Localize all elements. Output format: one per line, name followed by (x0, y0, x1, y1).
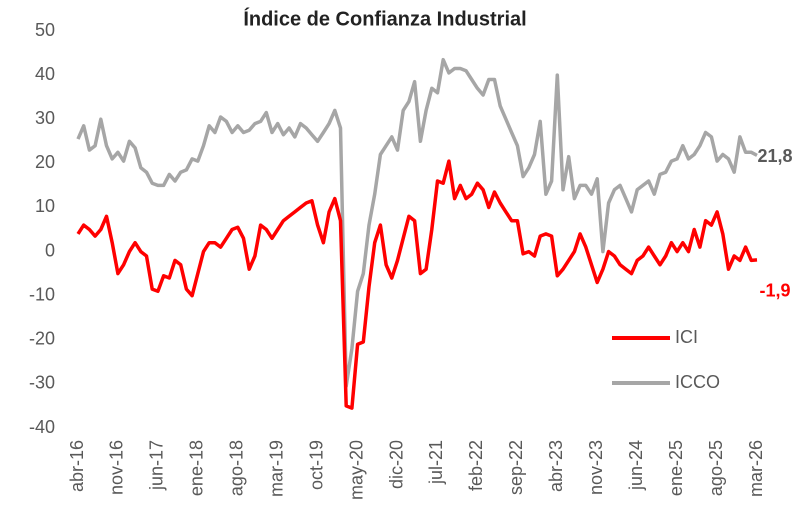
x-tick-label: nov-16 (107, 440, 127, 495)
x-tick-label: ene-25 (666, 440, 686, 496)
y-tick-label: 50 (35, 20, 55, 40)
x-tick-label: dic-20 (386, 440, 406, 489)
y-tick-label: 10 (35, 196, 55, 216)
series-line (76, 57, 758, 388)
x-tick-label: jul-21 (426, 440, 446, 485)
y-tick-label: -40 (29, 417, 55, 437)
y-tick-label: 20 (35, 152, 55, 172)
x-tick-label: ene-18 (187, 440, 207, 496)
x-tick-label: abr-23 (546, 440, 566, 492)
x-tick-label: mar-26 (746, 440, 766, 497)
y-tick-label: -10 (29, 284, 55, 304)
legend-label: ICCO (675, 372, 720, 392)
y-tick-label: 30 (35, 108, 55, 128)
x-tick-label: mar-19 (266, 440, 286, 497)
chart-title: Índice de Confianza Industrial (243, 7, 526, 30)
x-tick-label: sep-22 (506, 440, 526, 495)
series-line (76, 159, 758, 410)
x-tick-label: ago-18 (227, 440, 247, 496)
x-tick-label: oct-19 (306, 440, 326, 490)
y-tick-label: 0 (45, 240, 55, 260)
x-tick-label: jun-17 (147, 440, 167, 491)
y-tick-label: 40 (35, 64, 55, 84)
x-tick-label: feb-22 (466, 440, 486, 491)
y-tick-label: -20 (29, 329, 55, 349)
x-tick-label: abr-16 (67, 440, 87, 492)
legend-label: ICI (675, 327, 698, 347)
x-tick-label: nov-23 (586, 440, 606, 495)
data-label: 21,8 (757, 146, 792, 166)
y-tick-label: -30 (29, 373, 55, 393)
x-tick-label: jun-24 (626, 440, 646, 491)
x-tick-label: may-20 (346, 440, 366, 500)
x-tick-label: ago-25 (706, 440, 726, 496)
data-label: -1,9 (759, 281, 790, 301)
